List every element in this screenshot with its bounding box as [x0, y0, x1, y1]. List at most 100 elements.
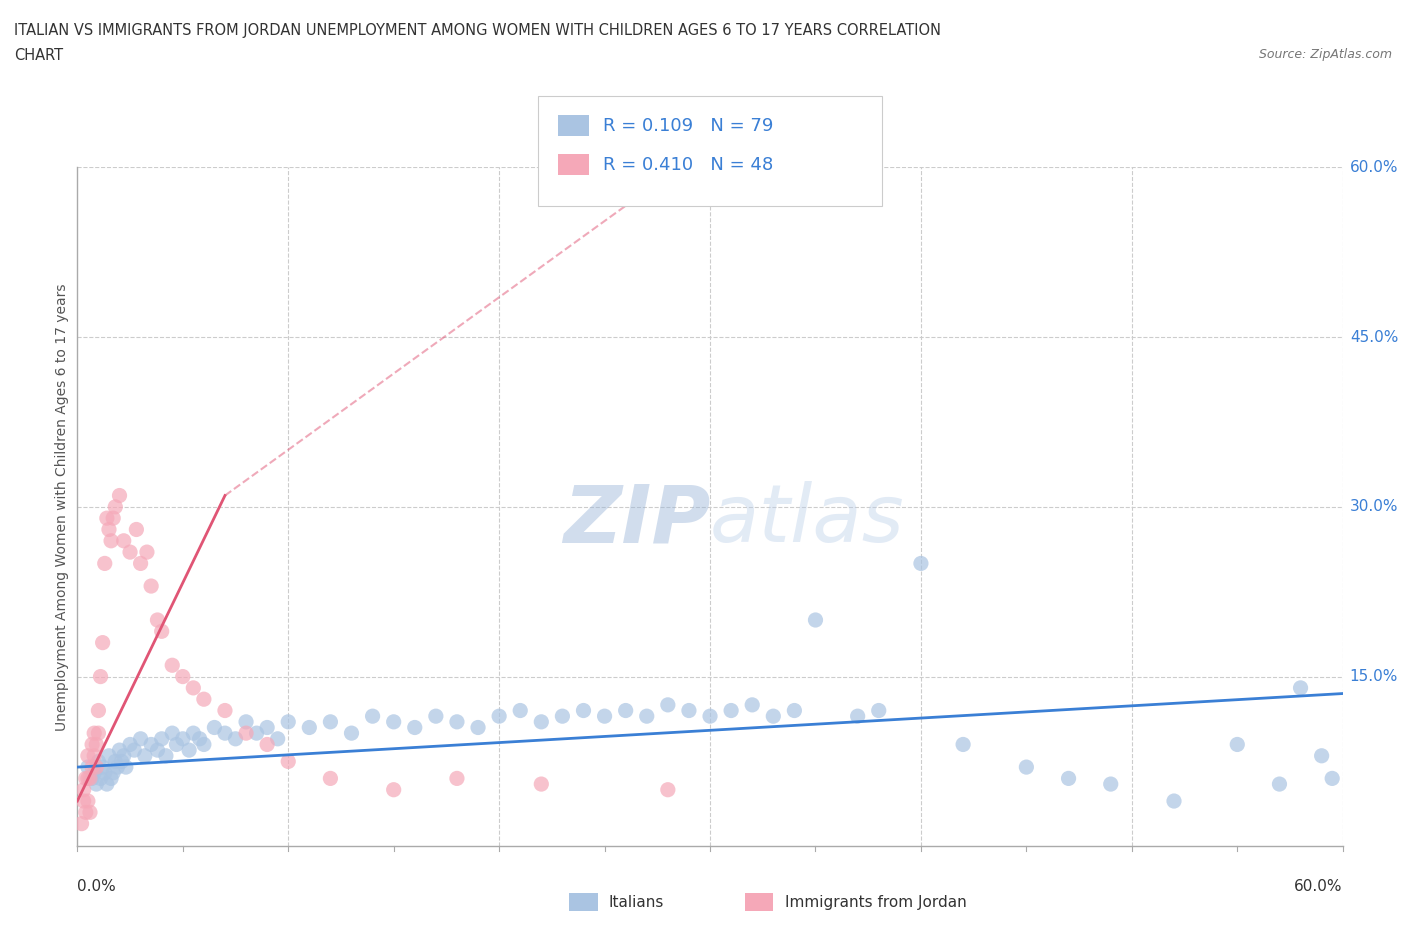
Point [1322, 771, 1344, 786]
Point [83, 749, 105, 764]
Point [657, 698, 679, 712]
Point [256, 737, 278, 751]
Text: ITALIAN VS IMMIGRANTS FROM JORDAN UNEMPLOYMENT AMONG WOMEN WITH CHILDREN AGES 6 : ITALIAN VS IMMIGRANTS FROM JORDAN UNEMPL… [14, 23, 941, 38]
Point [699, 709, 721, 724]
Point [91, 635, 114, 650]
Point [1268, 777, 1291, 791]
Point [108, 488, 131, 503]
Point [1099, 777, 1122, 791]
Point [146, 743, 169, 758]
Point [90, 771, 111, 786]
Point [340, 725, 363, 740]
Point [73, 782, 96, 797]
Point [446, 714, 468, 729]
Point [112, 534, 135, 549]
Point [86, 760, 108, 775]
Point [82, 760, 104, 775]
Point [86, 777, 108, 791]
Point [96, 777, 118, 791]
Point [1226, 737, 1249, 751]
Point [103, 765, 124, 780]
Point [741, 698, 763, 712]
Text: 45.0%: 45.0% [1350, 329, 1398, 345]
Point [1163, 793, 1185, 808]
Point [193, 737, 215, 751]
Point [446, 771, 468, 786]
Point [425, 709, 447, 724]
Point [183, 681, 205, 696]
Point [204, 720, 226, 735]
Point [1015, 760, 1038, 775]
Point [361, 709, 384, 724]
Point [100, 534, 122, 549]
Point [104, 499, 127, 514]
Point [530, 777, 553, 791]
Point [214, 703, 236, 718]
Point [108, 743, 131, 758]
Point [783, 703, 806, 718]
Point [141, 578, 163, 593]
Point [146, 613, 169, 628]
Point [636, 709, 658, 724]
Point [298, 720, 321, 735]
Point [93, 765, 115, 780]
Point [319, 771, 342, 786]
Text: CHART: CHART [14, 48, 63, 63]
Point [382, 782, 405, 797]
Text: R = 0.410   N = 48: R = 0.410 N = 48 [603, 155, 773, 174]
Point [120, 545, 141, 560]
Point [86, 737, 108, 751]
Point [762, 709, 785, 724]
Point [551, 709, 574, 724]
Point [572, 703, 595, 718]
Point [129, 731, 152, 746]
Point [1289, 681, 1312, 696]
Text: Source: ZipAtlas.com: Source: ZipAtlas.com [1258, 48, 1392, 61]
Text: 15.0%: 15.0% [1350, 669, 1398, 684]
Point [76, 793, 98, 808]
Point [82, 737, 104, 751]
Point [910, 556, 932, 571]
Point [90, 670, 111, 684]
Point [319, 714, 342, 729]
Point [98, 749, 120, 764]
Point [83, 765, 105, 780]
Text: atlas: atlas [710, 482, 905, 560]
Point [98, 522, 120, 537]
Text: 30.0%: 30.0% [1350, 499, 1398, 514]
Point [593, 709, 616, 724]
Text: ZIP: ZIP [562, 482, 710, 560]
Point [488, 709, 510, 724]
Point [96, 511, 118, 525]
Point [150, 624, 173, 639]
Point [530, 714, 553, 729]
Point [678, 703, 700, 718]
Point [134, 749, 156, 764]
Point [104, 754, 127, 769]
Point [162, 658, 183, 672]
Point [172, 731, 194, 746]
Point [141, 737, 163, 751]
Point [73, 793, 96, 808]
Point [125, 522, 148, 537]
Point [129, 556, 152, 571]
Point [256, 720, 278, 735]
Point [166, 737, 188, 751]
Point [404, 720, 426, 735]
Point [235, 725, 257, 740]
Point [136, 545, 159, 560]
Point [79, 805, 101, 820]
Point [75, 771, 97, 786]
Point [467, 720, 489, 735]
Point [1057, 771, 1080, 786]
Y-axis label: Unemployment Among Women with Children Ages 6 to 17 years: Unemployment Among Women with Children A… [55, 283, 69, 731]
Point [91, 760, 114, 775]
Point [267, 731, 290, 746]
Point [76, 749, 98, 764]
Text: Immigrants from Jordan: Immigrants from Jordan [785, 895, 966, 910]
Point [111, 754, 132, 769]
Text: Italians: Italians [609, 895, 664, 910]
Point [277, 754, 299, 769]
Text: 0.0%: 0.0% [77, 879, 117, 894]
Point [952, 737, 974, 751]
